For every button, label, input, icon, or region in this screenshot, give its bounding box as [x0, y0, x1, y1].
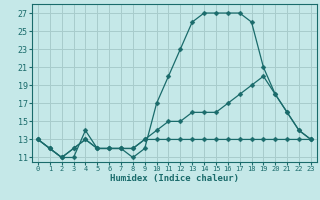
X-axis label: Humidex (Indice chaleur): Humidex (Indice chaleur)	[110, 174, 239, 183]
